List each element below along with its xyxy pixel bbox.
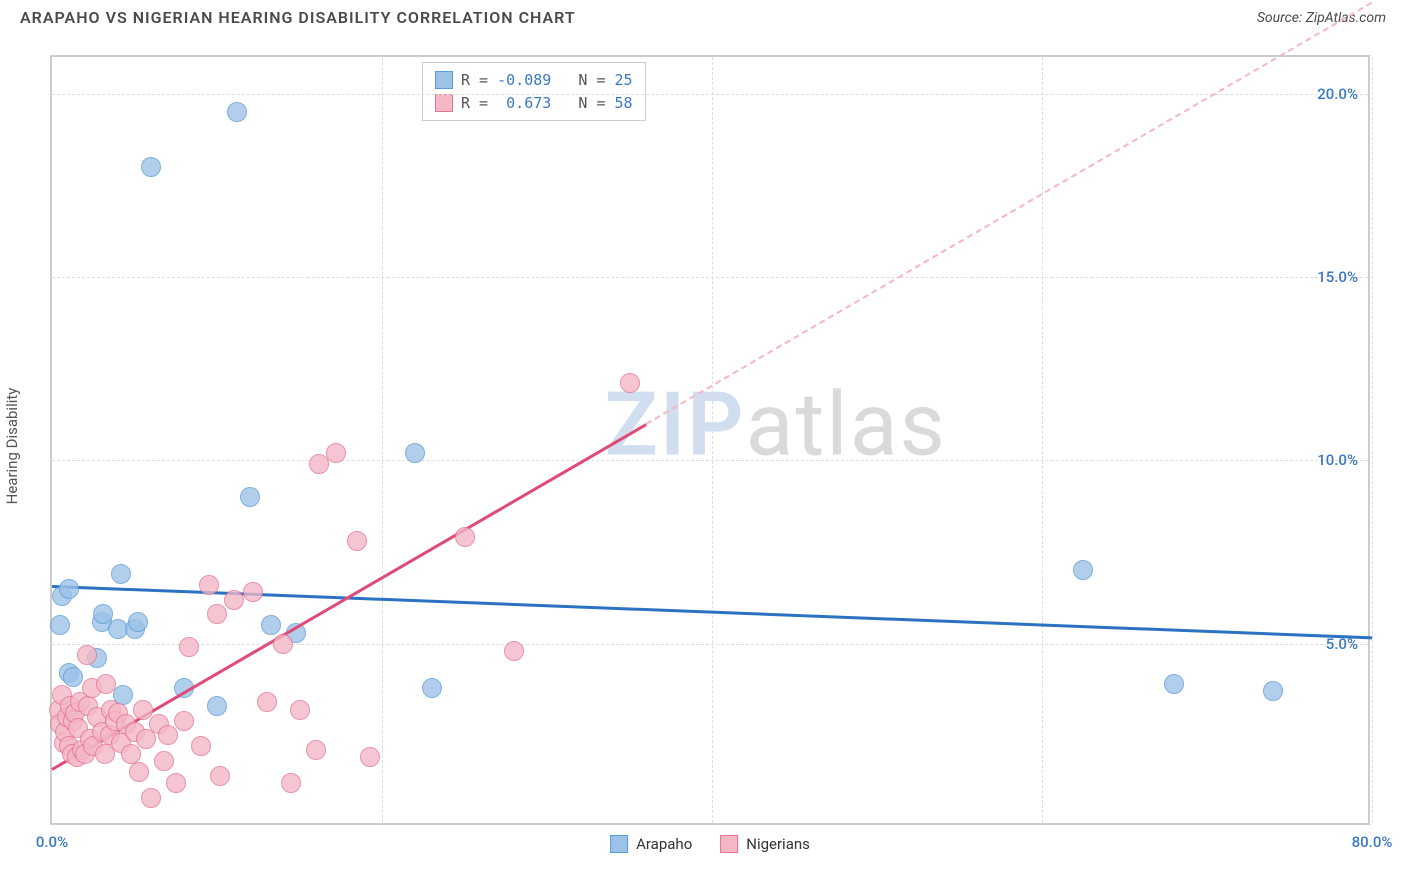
legend-swatch xyxy=(435,94,453,112)
x-tick-label: 0.0% xyxy=(36,833,68,851)
data-point xyxy=(121,744,141,764)
data-point xyxy=(273,634,293,654)
data-point xyxy=(63,667,83,687)
data-point xyxy=(240,487,260,507)
data-point xyxy=(504,641,524,661)
legend-label: Arapaho xyxy=(636,835,692,853)
data-point xyxy=(227,102,247,122)
y-axis-label: Hearing Disability xyxy=(3,388,21,505)
gridline-v xyxy=(382,57,383,823)
plot-area: ZIPatlas R = -0.089 N = 25R = 0.673 N = … xyxy=(50,55,1370,825)
data-point xyxy=(455,527,475,547)
gridline-h xyxy=(52,277,1368,278)
data-point xyxy=(422,678,442,698)
data-point xyxy=(141,157,161,177)
data-point xyxy=(224,590,244,610)
gridline-v xyxy=(1372,57,1373,823)
data-point xyxy=(261,615,281,635)
legend-label: Nigerians xyxy=(746,835,810,853)
trend-line xyxy=(645,2,1372,425)
source-credit: Source: ZipAtlas.com xyxy=(1257,10,1386,26)
data-point xyxy=(257,692,277,712)
data-point xyxy=(166,773,186,793)
data-point xyxy=(347,531,367,551)
gridline-v xyxy=(1042,57,1043,823)
data-point xyxy=(243,582,263,602)
data-point xyxy=(199,575,219,595)
data-point xyxy=(620,373,640,393)
data-point xyxy=(326,443,346,463)
data-point xyxy=(207,604,227,624)
data-point xyxy=(154,751,174,771)
gridline-v xyxy=(712,57,713,823)
y-tick-label: 20.0% xyxy=(1317,85,1358,103)
data-point xyxy=(290,700,310,720)
legend-swatch xyxy=(435,71,453,89)
data-point xyxy=(133,700,153,720)
legend: Arapaho Nigerians xyxy=(610,835,810,853)
chart-title: ARAPAHO VS NIGERIAN HEARING DISABILITY C… xyxy=(20,8,576,27)
legend-swatch xyxy=(720,835,738,853)
stats-row: R = 0.673 N = 58 xyxy=(435,92,633,115)
gridline-h xyxy=(52,460,1368,461)
gridline-h xyxy=(52,644,1368,645)
data-point xyxy=(191,736,211,756)
data-point xyxy=(306,740,326,760)
data-point xyxy=(1073,560,1093,580)
y-tick-label: 15.0% xyxy=(1317,268,1358,286)
data-point xyxy=(77,645,97,665)
data-point xyxy=(1164,674,1184,694)
data-point xyxy=(405,443,425,463)
data-point xyxy=(128,612,148,632)
data-point xyxy=(141,788,161,808)
data-point xyxy=(111,564,131,584)
x-tick-label: 80.0% xyxy=(1352,833,1393,851)
data-point xyxy=(179,637,199,657)
data-point xyxy=(281,773,301,793)
data-point xyxy=(1263,681,1283,701)
data-point xyxy=(174,711,194,731)
stats-row: R = -0.089 N = 25 xyxy=(435,69,633,92)
data-point xyxy=(360,747,380,767)
data-point xyxy=(210,766,230,786)
gridline-h xyxy=(52,94,1368,95)
data-point xyxy=(129,762,149,782)
data-point xyxy=(96,674,116,694)
legend-swatch xyxy=(610,835,628,853)
legend-item: Arapaho xyxy=(610,835,692,853)
correlation-stats-box: R = -0.089 N = 25R = 0.673 N = 58 xyxy=(422,62,646,121)
data-point xyxy=(207,696,227,716)
y-tick-label: 10.0% xyxy=(1317,451,1358,469)
data-point xyxy=(50,615,70,635)
data-point xyxy=(59,579,79,599)
data-point xyxy=(158,725,178,745)
legend-item: Nigerians xyxy=(720,835,810,853)
